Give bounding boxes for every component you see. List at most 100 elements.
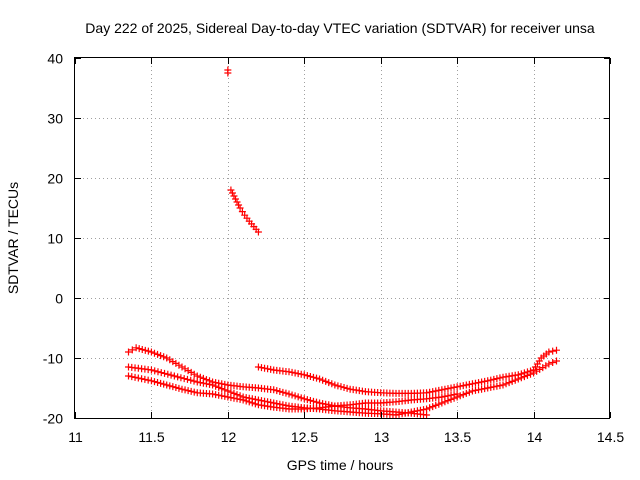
x-tick-label: 11 xyxy=(68,429,83,445)
data-point xyxy=(175,384,183,392)
data-point xyxy=(151,367,159,375)
data-point xyxy=(125,348,132,356)
data-point xyxy=(248,399,256,407)
data-point xyxy=(147,348,155,356)
data-point xyxy=(172,359,180,367)
data-point xyxy=(520,369,528,377)
data-point xyxy=(144,347,152,355)
data-point xyxy=(227,186,235,194)
series-descending-segment xyxy=(227,186,262,236)
x-tick-label: 14 xyxy=(527,429,543,445)
x-axis: 11 11.5 12 12.5 13 13.5 14 14.5 xyxy=(68,58,624,445)
data-point xyxy=(166,382,174,390)
y-axis-label: SDTVAR / TECUs xyxy=(5,182,21,294)
data-point xyxy=(300,395,308,403)
data-points xyxy=(125,66,560,419)
data-point xyxy=(303,396,311,404)
data-point xyxy=(322,377,330,385)
x-tick-label: 13 xyxy=(374,429,390,445)
data-point xyxy=(163,354,171,362)
data-point xyxy=(309,397,317,405)
y-tick-label: 10 xyxy=(47,231,63,247)
data-point xyxy=(539,364,547,372)
data-point xyxy=(190,370,198,378)
data-point xyxy=(125,372,132,380)
data-point xyxy=(238,208,246,216)
data-point xyxy=(178,363,186,371)
y-tick-label: 40 xyxy=(47,51,63,67)
y-tick-label: 0 xyxy=(55,291,63,307)
data-point xyxy=(459,391,467,399)
data-point xyxy=(128,346,136,354)
data-point xyxy=(170,372,178,380)
data-point xyxy=(429,403,437,411)
data-point xyxy=(331,381,339,389)
data-point xyxy=(553,357,560,365)
data-point xyxy=(157,369,165,377)
data-point xyxy=(178,385,186,393)
data-point xyxy=(150,349,158,357)
data-point xyxy=(334,382,342,390)
data-point xyxy=(224,387,232,395)
data-point xyxy=(224,69,232,77)
data-point xyxy=(154,368,162,376)
data-point xyxy=(181,386,189,394)
data-point xyxy=(184,367,192,375)
data-point xyxy=(239,396,247,404)
data-point xyxy=(138,345,146,353)
series-arc-D xyxy=(254,346,560,397)
data-point xyxy=(161,369,169,377)
data-point xyxy=(187,387,195,395)
data-point xyxy=(502,380,510,388)
data-point xyxy=(132,344,140,352)
data-point xyxy=(166,356,174,364)
data-point xyxy=(465,388,473,396)
data-point xyxy=(150,378,158,386)
data-point xyxy=(297,394,305,402)
data-point xyxy=(190,388,198,396)
x-axis-label: GPS time / hours xyxy=(287,457,394,473)
data-point xyxy=(134,374,142,382)
data-point xyxy=(319,376,327,384)
data-point xyxy=(175,361,183,369)
data-point xyxy=(230,192,238,200)
data-point xyxy=(169,358,177,366)
data-point xyxy=(157,379,165,387)
data-point xyxy=(169,383,177,391)
data-point xyxy=(435,400,443,408)
data-point xyxy=(154,350,162,358)
data-point xyxy=(147,377,155,385)
data-point xyxy=(270,386,278,394)
data-point xyxy=(154,378,162,386)
data-point xyxy=(177,374,185,382)
data-point xyxy=(542,362,550,370)
data-point xyxy=(343,384,351,392)
data-point xyxy=(426,404,434,412)
data-point xyxy=(282,389,290,397)
data-point xyxy=(523,368,531,376)
grid-lines xyxy=(75,58,610,418)
data-point xyxy=(279,388,287,396)
data-point xyxy=(187,368,195,376)
data-point xyxy=(288,391,296,399)
y-tick-label: -20 xyxy=(43,411,63,427)
data-point xyxy=(218,385,226,393)
data-point xyxy=(138,375,146,383)
x-tick-label: 12 xyxy=(221,429,237,445)
data-point xyxy=(337,383,345,391)
data-point xyxy=(432,401,440,409)
data-point xyxy=(242,397,250,405)
data-point xyxy=(135,345,143,353)
data-point xyxy=(549,359,557,366)
data-point xyxy=(553,346,560,354)
data-point xyxy=(172,384,180,392)
data-point xyxy=(328,380,336,388)
data-point xyxy=(131,373,139,381)
data-point xyxy=(545,348,553,356)
data-point xyxy=(235,201,243,209)
data-point xyxy=(212,382,220,390)
data-point xyxy=(309,373,317,381)
data-point xyxy=(533,367,541,375)
data-point xyxy=(141,346,149,354)
